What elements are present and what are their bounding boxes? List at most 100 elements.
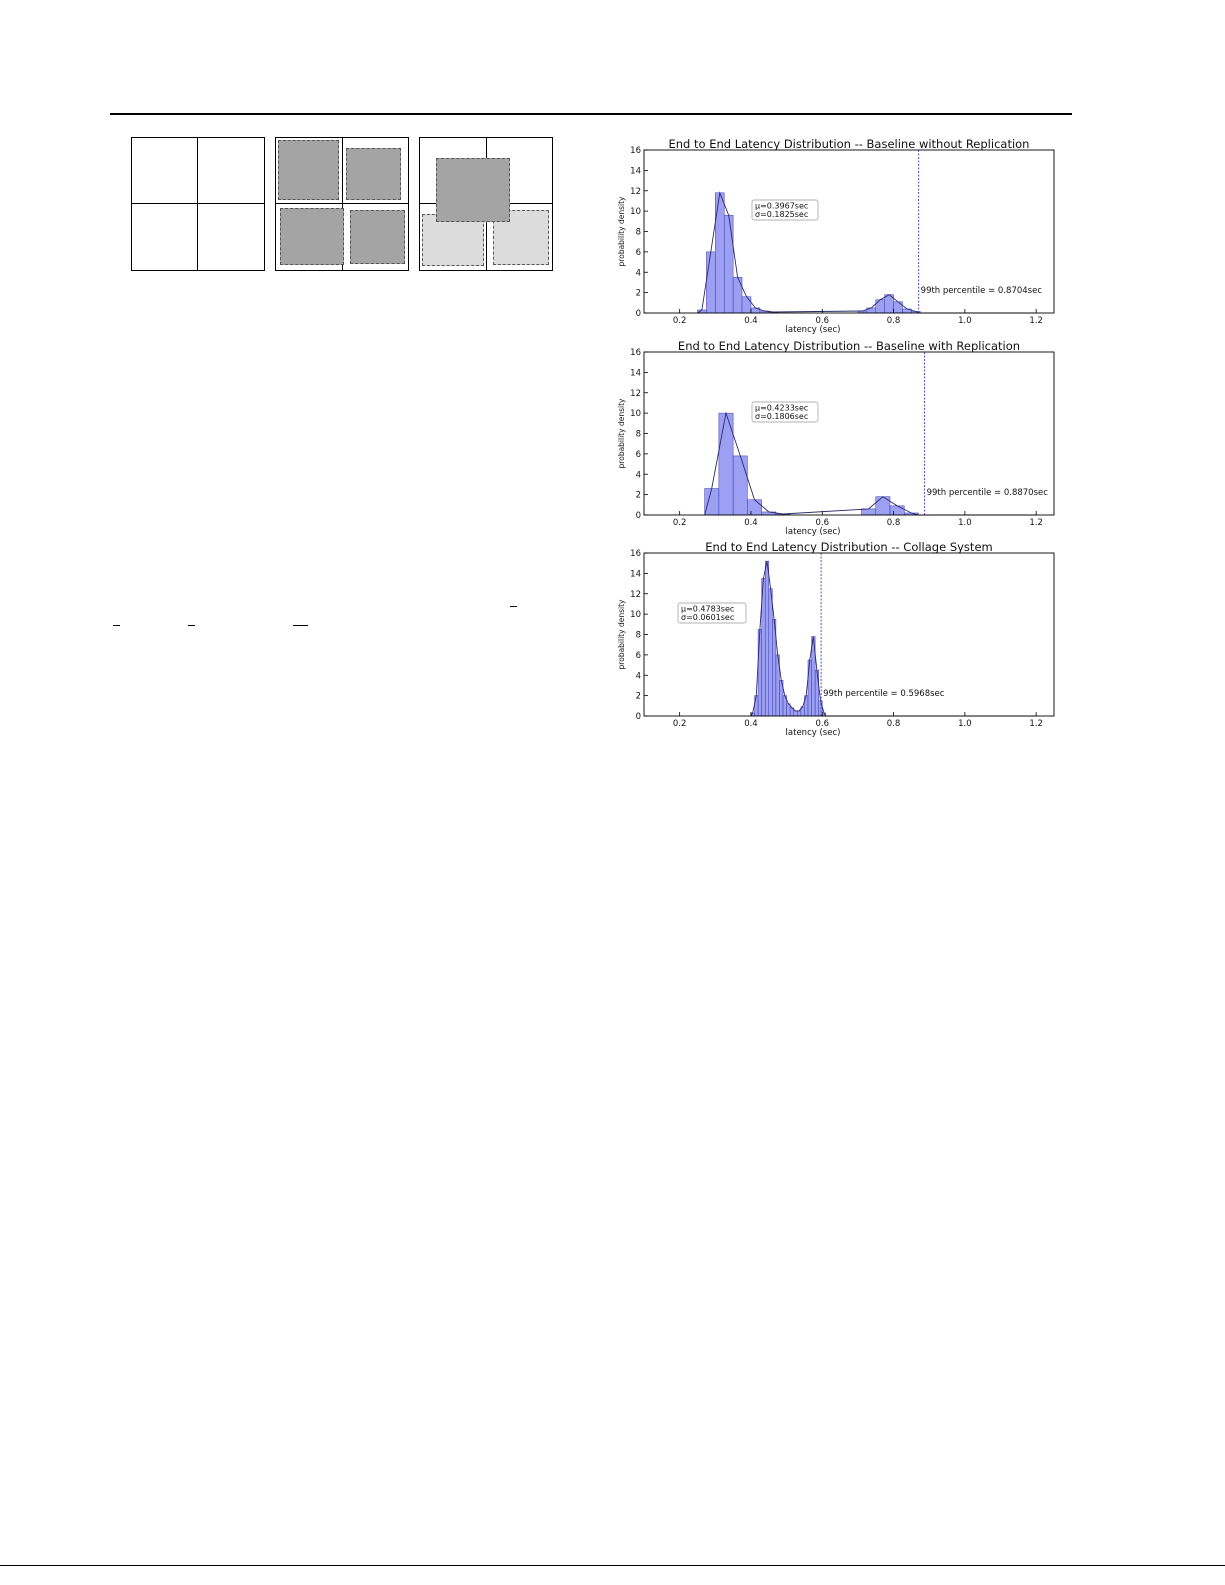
tile-collage-composite bbox=[436, 158, 510, 222]
mean-label: μ=0.3967sec bbox=[755, 202, 808, 211]
y-tick-label: 6 bbox=[636, 651, 641, 661]
x-axis-label: latency (sec) bbox=[786, 527, 841, 537]
x-tick-label: 0.6 bbox=[815, 719, 829, 729]
chart-title: End to End Latency Distribution -- Basel… bbox=[678, 339, 1020, 353]
latency-chart-baseline-no-replication: End to End Latency Distribution -- Basel… bbox=[617, 137, 1055, 335]
histogram-bar bbox=[793, 710, 798, 717]
text-mark bbox=[113, 625, 120, 627]
tile-top-left bbox=[278, 140, 339, 200]
percentile-label: 99th percentile = 0.8704sec bbox=[921, 286, 1043, 296]
chart-title: End to End Latency Distribution -- Basel… bbox=[669, 137, 1030, 151]
text-mark bbox=[188, 625, 195, 627]
y-tick-label: 12 bbox=[630, 187, 641, 197]
grid-divider-horizontal bbox=[132, 203, 264, 205]
y-tick-label: 8 bbox=[636, 430, 641, 440]
y-tick-label: 10 bbox=[630, 610, 641, 620]
y-tick-label: 10 bbox=[630, 207, 641, 217]
top-rule bbox=[110, 113, 1072, 115]
y-tick-label: 16 bbox=[630, 146, 641, 156]
std-label: σ=0.1806sec bbox=[755, 412, 808, 421]
histogram-bar bbox=[768, 588, 773, 717]
y-tick-label: 2 bbox=[636, 289, 641, 299]
histogram-bar bbox=[741, 296, 752, 314]
y-tick-label: 4 bbox=[636, 470, 641, 480]
x-tick-label: 0.4 bbox=[744, 316, 758, 326]
x-axis-label: latency (sec) bbox=[786, 325, 841, 335]
stats-box bbox=[751, 401, 819, 423]
histogram-bar bbox=[797, 710, 802, 717]
density-curve bbox=[704, 411, 1037, 516]
tile-bottom-right bbox=[350, 210, 405, 264]
std-label: σ=0.1825sec bbox=[755, 210, 808, 219]
y-tick-label: 16 bbox=[630, 348, 641, 358]
y-tick-label: 6 bbox=[636, 450, 641, 460]
x-tick-label: 0.8 bbox=[887, 518, 901, 528]
y-tick-label: 2 bbox=[636, 692, 641, 702]
y-tick-label: 8 bbox=[636, 228, 641, 238]
histogram-bar bbox=[818, 700, 823, 717]
x-tick-label: 0.4 bbox=[744, 518, 758, 528]
histogram-bar bbox=[861, 508, 876, 516]
x-tick-label: 1.0 bbox=[958, 316, 972, 326]
y-tick-label: 14 bbox=[630, 569, 641, 579]
chart-title: End to End Latency Distribution -- Colla… bbox=[705, 540, 992, 554]
histogram-bar bbox=[875, 299, 885, 314]
text-mark bbox=[293, 625, 308, 627]
x-tick-label: 0.6 bbox=[815, 518, 829, 528]
y-tick-label: 12 bbox=[630, 389, 641, 399]
mean-label: μ=0.4233sec bbox=[755, 404, 808, 413]
x-tick-label: 0.2 bbox=[673, 719, 687, 729]
grid-divider-horizontal bbox=[276, 203, 408, 205]
histogram-bar bbox=[757, 629, 762, 717]
histogram-bar bbox=[723, 214, 734, 314]
y-axis-label: probability density bbox=[617, 398, 626, 468]
x-tick-label: 1.2 bbox=[1029, 719, 1043, 729]
x-tick-label: 0.8 bbox=[887, 316, 901, 326]
x-tick-label: 1.0 bbox=[958, 719, 972, 729]
percentile-label: 99th percentile = 0.8870sec bbox=[927, 488, 1049, 498]
y-tick-label: 0 bbox=[636, 712, 641, 722]
histogram-bar bbox=[706, 251, 716, 314]
x-tick-label: 0.8 bbox=[887, 719, 901, 729]
histogram-bar bbox=[732, 277, 743, 314]
histogram-bar bbox=[889, 505, 905, 516]
density-curve bbox=[750, 561, 1037, 717]
y-tick-label: 12 bbox=[630, 590, 641, 600]
histogram-bar bbox=[704, 488, 720, 516]
x-tick-label: 0.4 bbox=[744, 719, 758, 729]
std-label: σ=0.0601sec bbox=[681, 613, 734, 622]
y-tick-label: 14 bbox=[630, 166, 641, 176]
latency-chart-baseline-replication: End to End Latency Distribution -- Basel… bbox=[617, 339, 1055, 537]
x-tick-label: 0.2 bbox=[673, 518, 687, 528]
text-mark bbox=[510, 606, 517, 608]
diagram-empty-grid bbox=[131, 137, 265, 271]
histogram-bar bbox=[764, 560, 770, 717]
mean-label: μ=0.4783sec bbox=[681, 605, 734, 614]
tile-bottom-left bbox=[280, 208, 344, 265]
histogram-bar bbox=[893, 301, 903, 314]
x-tick-label: 1.2 bbox=[1029, 316, 1043, 326]
histogram-bar bbox=[732, 455, 748, 516]
histogram-bar bbox=[754, 695, 759, 717]
histogram-bar bbox=[814, 669, 819, 717]
y-tick-label: 2 bbox=[636, 491, 641, 501]
y-tick-label: 10 bbox=[630, 409, 641, 419]
y-tick-label: 14 bbox=[630, 368, 641, 378]
y-tick-label: 8 bbox=[636, 631, 641, 641]
y-tick-label: 4 bbox=[636, 671, 641, 681]
histogram-bar bbox=[747, 499, 762, 516]
y-tick-label: 0 bbox=[636, 511, 641, 521]
latency-chart-collage-system: End to End Latency Distribution -- Colla… bbox=[617, 540, 1055, 738]
diagram-four-tiles bbox=[275, 137, 409, 271]
y-tick-label: 4 bbox=[636, 268, 641, 278]
y-axis-label: probability density bbox=[617, 196, 626, 266]
x-tick-label: 0.2 bbox=[673, 316, 687, 326]
y-axis-label: probability density bbox=[617, 599, 626, 669]
x-tick-label: 0.6 bbox=[815, 316, 829, 326]
x-tick-label: 1.0 bbox=[958, 518, 972, 528]
tile-top-right bbox=[346, 148, 401, 200]
diagram-collage-tiles bbox=[419, 137, 553, 271]
y-tick-label: 6 bbox=[636, 248, 641, 258]
density-curve bbox=[697, 191, 1037, 314]
bottom-rule bbox=[0, 1565, 1225, 1566]
